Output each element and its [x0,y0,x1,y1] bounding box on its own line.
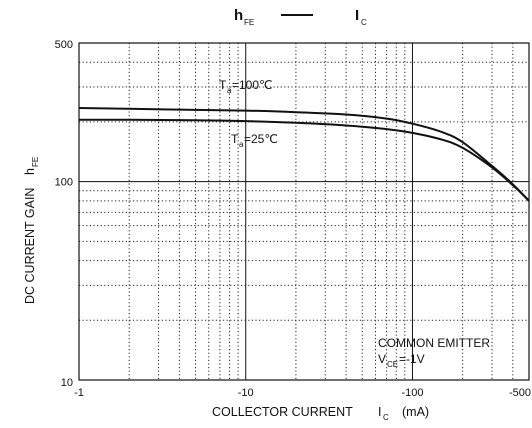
y-tick-labels: 10 100 500 [55,39,73,389]
conditions-annotation: COMMON EMITTER V CE =-1V [378,336,490,369]
series-lines [78,107,530,202]
x-tick-label: -500 [509,387,531,399]
y-tick-label: 100 [55,177,73,189]
y-tick-label: 10 [61,377,73,389]
series-line-100c [78,107,530,202]
x-tick-label: -100 [401,387,423,399]
series-label-25c: T a =25℃ [231,132,278,149]
x-tick-label: -1 [74,387,84,399]
annotation-common-emitter: COMMON EMITTER [378,336,490,350]
series-label-100c-rest: =100℃ [232,78,273,92]
series-label-100c-t: T [219,78,227,92]
x-axis-title: COLLECTOR CURRENT I C (mA) [212,405,429,422]
y-axis-title-symbol-sub: FE [31,157,40,167]
annotation-vce-rest: =-1V [399,352,425,366]
series-label-25c-rest: =25℃ [244,132,278,146]
title-ic-subscript: C [361,18,367,27]
title-ic: I [355,7,359,24]
series-label-100c: T a =100℃ [219,78,273,95]
x-axis-title-unit: (mA) [402,405,429,419]
x-axis-title-main: COLLECTOR CURRENT [212,405,353,419]
series-label-25c-t: T [231,132,239,146]
annotation-vce-v: V [378,352,386,366]
y-axis-title-symbol: h [23,168,37,175]
grid [79,43,529,380]
y-axis-title-main: DC CURRENT GAIN [23,188,37,304]
y-axis-title: DC CURRENT GAIN h FE [23,157,40,304]
chart-title: h FE I C [234,7,367,27]
annotation-vce-sub: CE [387,360,398,369]
y-tick-label: 500 [55,39,73,51]
plot-frame [78,42,530,381]
x-tick-labels: -1 -10 -100 -500 [74,387,531,399]
series-label-25c-sub: a [239,140,244,149]
x-tick-label: -10 [238,387,254,399]
x-axis-title-symbol: I [378,405,381,419]
title-hfe-subscript: FE [244,18,254,27]
series-line-25c [78,118,530,202]
x-axis-title-symbol-sub: C [383,413,389,422]
series-label-100c-sub: a [227,86,232,95]
title-hfe: h [234,7,243,24]
